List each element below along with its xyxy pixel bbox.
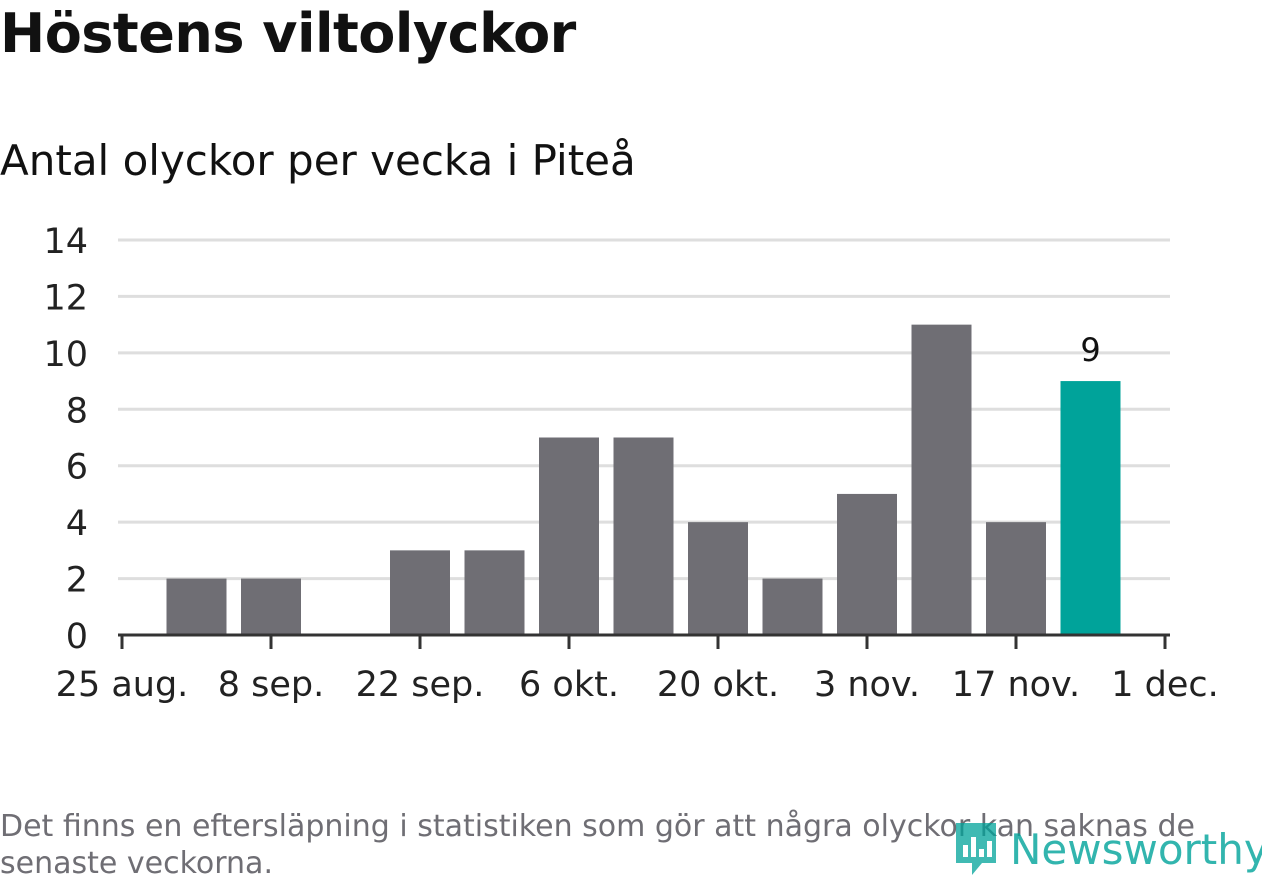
x-tick-label: 8 sep. [218,665,325,705]
y-tick-label: 0 [66,617,88,657]
y-tick-label: 6 [66,448,88,488]
x-tick-label: 3 nov. [814,665,920,705]
bar [613,437,674,635]
bar [1060,381,1121,635]
bar [390,550,450,635]
x-tick-label: 6 okt. [519,665,619,705]
x-tick-label: 20 okt. [657,665,779,705]
bar [762,578,823,635]
chart-title: Höstens viltolyckor [0,2,576,65]
x-tick-label: 25 aug. [56,665,189,705]
bar [688,522,748,635]
y-tick-label: 14 [43,222,88,262]
y-tick-label: 12 [43,278,88,318]
y-tick-label: 10 [43,335,88,375]
newsworthy-logo-icon [956,823,996,875]
x-tick-label: 1 dec. [1111,665,1219,705]
bar [241,578,301,635]
x-tick-label: 17 nov. [952,665,1080,705]
bar [911,324,972,635]
bar [837,493,897,635]
y-tick-label: 2 [66,561,88,601]
bar [986,522,1046,635]
x-tick-label: 22 sep. [356,665,485,705]
bar [464,550,525,635]
bar [539,437,599,635]
y-tick-label: 8 [66,391,88,431]
logo-text: Newsworthy [1010,824,1262,874]
y-tick-label: 4 [66,504,88,544]
data-label: 9 [1080,331,1100,369]
newsworthy-logo: Newsworthy [952,820,1262,878]
chart-subtitle: Antal olyckor per vecka i Piteå [0,136,636,185]
bar [166,578,227,635]
